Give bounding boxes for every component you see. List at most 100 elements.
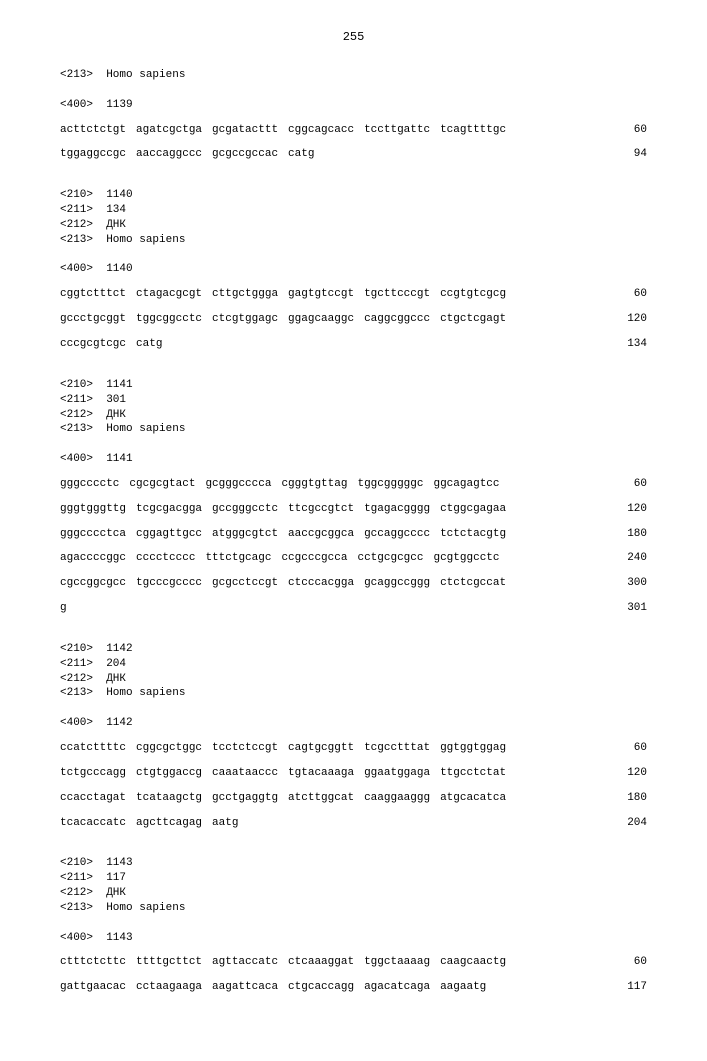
sequence-row: gccctgcggttggcggcctcctcgtggagcggagcaaggc… — [60, 312, 647, 327]
header-line: <212> ДНК — [60, 672, 647, 687]
sequence-position: 204 — [597, 816, 647, 831]
sequence-group: tgtacaaaga — [288, 766, 354, 781]
sequence-group: cctaagaaga — [136, 980, 202, 995]
sequence-block: <210> 1140<211> 134<212> ДНК<213> Homo s… — [60, 188, 647, 352]
sequence-group: caagcaactg — [440, 955, 506, 970]
sequence-group: ctgcaccagg — [288, 980, 354, 995]
sequence-group: ctagacgcgt — [136, 287, 202, 302]
sequence-group: ttcgccgtct — [288, 502, 354, 517]
header-line: <210> 1142 — [60, 642, 647, 657]
sequence-row: g301 — [60, 601, 647, 616]
sequence-position: 300 — [597, 576, 647, 591]
sequence-position: 60 — [597, 477, 647, 492]
sequence-groups: gggtgggttgtcgcgacggagccgggcctcttcgccgtct… — [60, 502, 506, 517]
sequence-group: tggcgggggc — [357, 477, 423, 492]
sequence-group: acttctctgt — [60, 123, 126, 138]
sequence-group: gcgcctccgt — [212, 576, 278, 591]
sequence-group: cttgctggga — [212, 287, 278, 302]
sequence-group: atcttggcat — [288, 791, 354, 806]
header-line: <210> 1143 — [60, 856, 647, 871]
sequence-group: ccacctagat — [60, 791, 126, 806]
sequence-group: tttctgcagc — [205, 551, 271, 566]
sequence-group: gagtgtccgt — [288, 287, 354, 302]
sequence-group: atgggcgtct — [212, 527, 278, 542]
sequence-row: ccacctagattcataagctggcctgaggtgatcttggcat… — [60, 791, 647, 806]
header-line: <211> 204 — [60, 657, 647, 672]
sequence-group: aagattcaca — [212, 980, 278, 995]
sequence-group: tcctctccgt — [212, 741, 278, 756]
header-line: <211> 117 — [60, 871, 647, 886]
sequence-row: tggaggccgcaaccaggcccgcgccgccaccatg94 — [60, 147, 647, 162]
sequence-group: cgccggcgcc — [60, 576, 126, 591]
sequence-group: gcaggccggg — [364, 576, 430, 591]
sequence-row: gggcccctccgcgcgtactgcgggccccacgggtgttagt… — [60, 477, 647, 492]
sequence-group: tcgcgacgga — [136, 502, 202, 517]
sequence-group: tgcttcccgt — [364, 287, 430, 302]
sequence-group: tgcccgcccc — [136, 576, 202, 591]
sequence-group: cggcgctggc — [136, 741, 202, 756]
sequence-group: cctgcgcgcc — [357, 551, 423, 566]
sequence-group: tggaggccgc — [60, 147, 126, 162]
header-line: <210> 1140 — [60, 188, 647, 203]
sequence-groups: gggcccctccgcgcgtactgcgggccccacgggtgttagt… — [60, 477, 500, 492]
sequence-group: aaccgcggca — [288, 527, 354, 542]
sequence-listing: <213> Homo sapiens <400> 1139acttctctgta… — [60, 68, 647, 995]
header-line: <213> Homo sapiens — [60, 686, 647, 701]
header-line: <213> Homo sapiens — [60, 422, 647, 437]
sequence-position: 120 — [597, 766, 647, 781]
sequence-groups: acttctctgtagatcgctgagcgatactttcggcagcacc… — [60, 123, 506, 138]
sequence-row: cggtctttctctagacgcgtcttgctgggagagtgtccgt… — [60, 287, 647, 302]
header-line — [60, 437, 647, 452]
sequence-group: aaccaggccc — [136, 147, 202, 162]
sequence-group: ggcagagtcc — [433, 477, 499, 492]
sequence-position: 117 — [597, 980, 647, 995]
sequence-row: gattgaacaccctaagaagaaagattcacactgcaccagg… — [60, 980, 647, 995]
sequence-group: ctcgtggagc — [212, 312, 278, 327]
sequence-group: agaccccggc — [60, 551, 126, 566]
header-line: <213> Homo sapiens — [60, 68, 647, 83]
sequence-position: 60 — [597, 741, 647, 756]
sequence-position: 180 — [597, 791, 647, 806]
sequence-groups: gggcccctcacggagttgccatgggcgtctaaccgcggca… — [60, 527, 506, 542]
sequence-group: caaataaccc — [212, 766, 278, 781]
sequence-position: 120 — [597, 502, 647, 517]
sequence-group: g — [60, 601, 67, 616]
header-line: <212> ДНК — [60, 886, 647, 901]
sequence-group: ctggcgagaa — [440, 502, 506, 517]
sequence-groups: gccctgcggttggcggcctcctcgtggagcggagcaaggc… — [60, 312, 506, 327]
sequence-group: atgcacatca — [440, 791, 506, 806]
sequence-group: agatcgctga — [136, 123, 202, 138]
sequence-group: tcagttttgc — [440, 123, 506, 138]
sequence-position: 120 — [597, 312, 647, 327]
sequence-groups: ccatcttttccggcgctggctcctctccgtcagtgcggtt… — [60, 741, 506, 756]
sequence-group: gcgtggcctc — [433, 551, 499, 566]
header-line: <213> Homo sapiens — [60, 233, 647, 248]
sequence-groups: agaccccggccccctcccctttctgcagcccgcccgccac… — [60, 551, 500, 566]
sequence-group: tcacaccatc — [60, 816, 126, 831]
sequence-group: aagaatg — [440, 980, 486, 995]
sequence-group: ttgcctctat — [440, 766, 506, 781]
header-line: <211> 134 — [60, 203, 647, 218]
sequence-position: 180 — [597, 527, 647, 542]
header-line — [60, 248, 647, 263]
sequence-group: ctcaaaggat — [288, 955, 354, 970]
sequence-groups: cccgcgtcgccatg — [60, 337, 162, 352]
sequence-groups: cgccggcgcc tgcccgcccc gcgcctccgt ctcccacgga… — [60, 576, 506, 591]
header-line: <213> Homo sapiens — [60, 901, 647, 916]
sequence-groups: gattgaacaccctaagaagaaagattcacactgcaccagg… — [60, 980, 486, 995]
sequence-block: <210> 1142<211> 204<212> ДНК<213> Homo s… — [60, 642, 647, 830]
header-line: <212> ДНК — [60, 218, 647, 233]
sequence-row: tctgcccaggctgtggaccgcaaataaccctgtacaaaga… — [60, 766, 647, 781]
sequence-row: ctttctcttcttttgcttctagttaccatcctcaaaggat… — [60, 955, 647, 970]
sequence-row: ccatcttttccggcgctggctcctctccgtcagtgcggtt… — [60, 741, 647, 756]
sequence-group: ggagcaaggc — [288, 312, 354, 327]
sequence-group: ggtggtggag — [440, 741, 506, 756]
sequence-group: tctgcccagg — [60, 766, 126, 781]
sequence-group: ctgctcgagt — [440, 312, 506, 327]
sequence-group: aatg — [212, 816, 238, 831]
page-number: 255 — [60, 30, 647, 44]
header-line: <400> 1141 — [60, 452, 647, 467]
sequence-group: ctcccacgga — [288, 576, 354, 591]
sequence-groups: cggtctttctctagacgcgtcttgctgggagagtgtccgt… — [60, 287, 506, 302]
sequence-group: gccaggcccc — [364, 527, 430, 542]
